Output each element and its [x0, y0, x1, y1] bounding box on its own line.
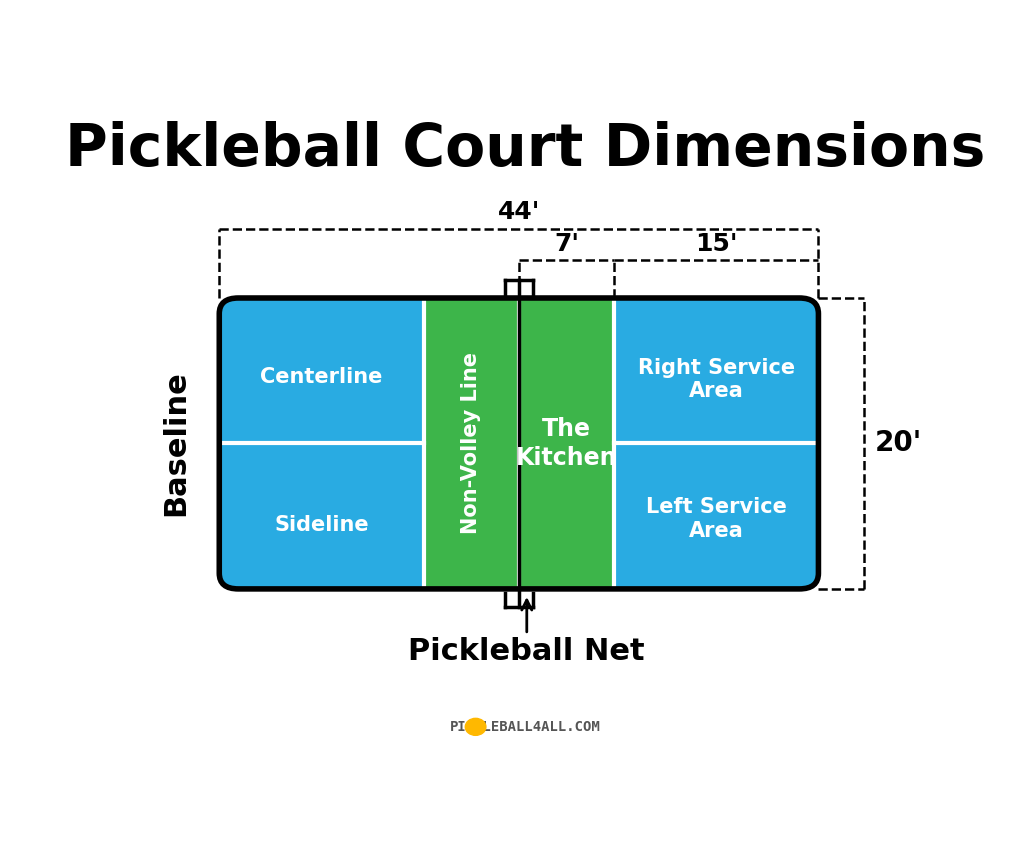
Text: Right Service
Area: Right Service Area: [638, 358, 795, 401]
Text: Centerline: Centerline: [260, 367, 383, 386]
Text: The
Kitchen: The Kitchen: [516, 417, 617, 470]
Circle shape: [465, 718, 486, 735]
Text: Pickleball Court Dimensions: Pickleball Court Dimensions: [65, 121, 985, 178]
FancyBboxPatch shape: [424, 298, 614, 589]
Text: Left Service
Area: Left Service Area: [646, 498, 786, 541]
Text: 44': 44': [498, 200, 540, 224]
Text: PICKLEBALL4ALL.COM: PICKLEBALL4ALL.COM: [450, 720, 600, 734]
Text: Non-Volley Line: Non-Volley Line: [461, 352, 481, 535]
Text: Baseline: Baseline: [161, 370, 190, 516]
Text: 15': 15': [695, 232, 737, 256]
FancyBboxPatch shape: [219, 298, 818, 589]
Text: Pickleball Net: Pickleball Net: [409, 637, 645, 666]
Text: Sideline: Sideline: [274, 514, 369, 535]
Text: 20': 20': [874, 430, 922, 458]
Text: 7': 7': [554, 232, 579, 256]
